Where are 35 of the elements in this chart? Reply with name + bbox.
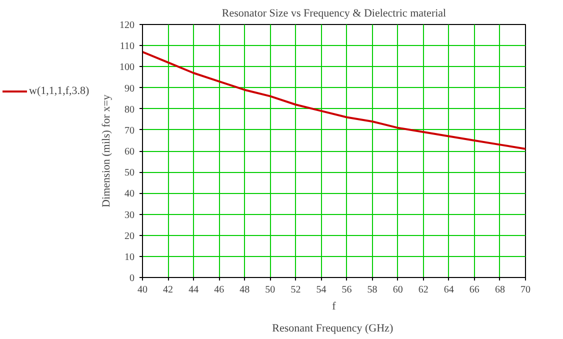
x-tick-label: 68 [494,284,505,296]
x-tick-label: 60 [392,284,403,296]
x-tick-label: 58 [367,284,378,296]
y-tick-label: 30 [124,210,134,221]
x-axis-title: f [332,300,336,312]
text: Resonant Frequency (GHz) [272,322,394,334]
x-tick-label: 66 [469,284,480,296]
x-tick-label: 42 [163,284,174,296]
x-tick-label: 62 [418,284,428,296]
y-tick-label: 50 [124,168,134,179]
x-tick-label: 52 [290,284,301,296]
x-tick-label: 46 [214,284,224,296]
x-tick-label: 70 [520,284,530,296]
y-tick-label: 0 [130,273,134,284]
line-series [142,50,526,150]
chart-title: Resonator Size vs Frequency & Dielectric material [222,8,446,20]
x-tick-label: 64 [444,284,454,296]
x-tick-label: 54 [316,284,326,296]
legend-label: w(1,1,1,f,3.8) [29,85,90,97]
y-tick-label: 90 [124,83,134,94]
x-tick-label: 56 [342,284,352,296]
x-tick-label: 40 [138,284,148,296]
y-tick-label: 40 [124,188,134,200]
y-tick-label: 100 [120,62,134,74]
y-tick-label: 110 [120,41,135,52]
x-tick-label: 50 [265,284,276,296]
y-tick-label: 120 [120,20,134,31]
y-tick-label: 80 [124,104,134,116]
x-tick-label: 44 [188,284,199,296]
y-axis-title: Dimension (mils) for x=y [100,94,112,208]
y-tick-label: 70 [124,125,134,136]
y-tick-label: 10 [124,252,134,263]
y-tick-label: 20 [124,230,134,242]
y-tick-label: 60 [124,146,134,158]
x-tick-label: 48 [240,284,250,296]
